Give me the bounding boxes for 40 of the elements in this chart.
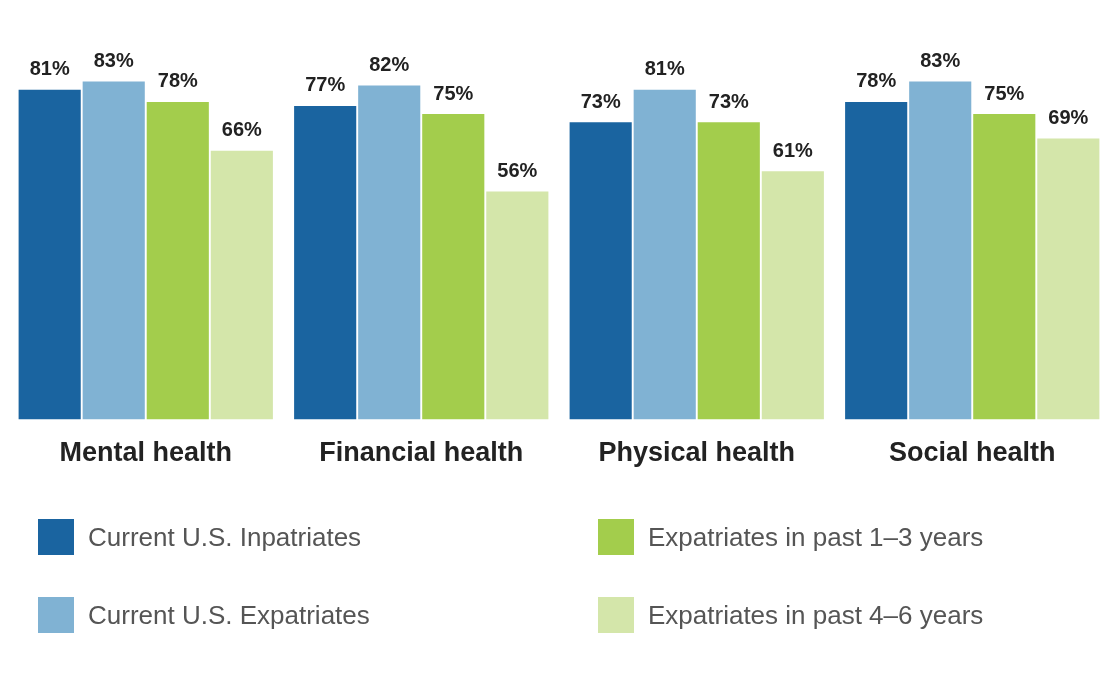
bar (18, 89, 81, 420)
x-tick-label: Financial health (319, 437, 524, 468)
bar (569, 122, 632, 420)
data-label: 83% (93, 49, 134, 72)
data-label: 78% (157, 69, 199, 92)
bar (422, 114, 485, 420)
data-label: 66% (221, 118, 263, 141)
legend-label: Expatriates in past 1–3 years (648, 521, 984, 553)
data-label: 81% (644, 57, 685, 80)
bar (909, 81, 972, 420)
x-tick-label: Mental health (59, 437, 233, 468)
data-label: 61% (772, 138, 814, 161)
bar (486, 191, 549, 420)
bar (845, 101, 908, 420)
data-label: 73% (580, 89, 621, 112)
data-label: 81% (29, 57, 70, 80)
legend-label: Current U.S. Inpatriates (88, 521, 362, 553)
data-label: 82% (369, 53, 410, 76)
bar (146, 101, 209, 420)
bar (973, 114, 1036, 420)
bar (210, 150, 273, 420)
data-label: 69% (1048, 106, 1089, 129)
data-label: 77% (305, 73, 346, 96)
data-label: 75% (984, 81, 1025, 104)
bar (697, 122, 760, 420)
bar (294, 105, 357, 420)
bar (1037, 138, 1100, 420)
x-tick-label: Social health (888, 437, 1056, 468)
bar (633, 89, 696, 420)
bar (358, 85, 421, 420)
data-label: 56% (497, 159, 538, 182)
data-label: 78% (856, 69, 897, 92)
data-label: 73% (708, 89, 750, 112)
legend-label: Expatriates in past 4–6 years (648, 599, 984, 631)
data-label: 83% (920, 49, 961, 72)
bar (761, 171, 824, 420)
data-label: 75% (433, 81, 474, 104)
x-tick-label: Physical health (598, 437, 796, 468)
bar (82, 81, 145, 420)
legend-label: Current U.S. Expatriates (88, 599, 370, 631)
